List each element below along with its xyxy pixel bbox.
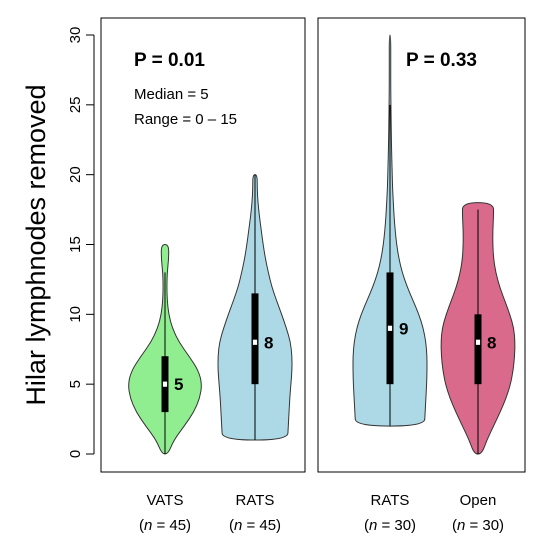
median-marker: [252, 338, 258, 346]
panel-frame: [317, 17, 526, 473]
median-marker: [387, 324, 393, 332]
p-value-label: P = 0.01: [134, 50, 205, 71]
x-category-label: RATS: [236, 492, 275, 509]
x-category-label: VATS: [147, 492, 184, 509]
median-value-label: 8: [264, 333, 273, 352]
p-value-label: P = 0.33: [406, 50, 477, 71]
y-axis: 0 5 10 15 20 25 30: [67, 27, 95, 458]
median-marker: [162, 380, 168, 388]
y-tick-label: 20: [67, 166, 84, 183]
y-tick-label: 5: [67, 380, 84, 388]
median-value-label: 8: [487, 333, 496, 352]
stat-label: Median = 5: [134, 86, 209, 103]
violin-vats: 5 VATS (n = 45): [128, 243, 202, 534]
y-tick-label: 30: [67, 27, 84, 44]
x-category-label: RATS: [371, 492, 410, 509]
iqr-box: [251, 293, 259, 385]
y-tick-label: 10: [67, 306, 84, 323]
x-sample-size-label: (n = 30): [364, 517, 416, 534]
median-value-label: 9: [399, 319, 408, 338]
x-sample-size-label: (n = 30): [452, 517, 504, 534]
y-tick-label: 25: [67, 96, 84, 113]
median-marker: [475, 338, 481, 346]
y-axis-label: Hilar lymphnodes removed: [21, 84, 51, 405]
x-sample-size-label: (n = 45): [139, 517, 191, 534]
panel-2: P = 0.33 9 RATS (n = 30) 8 Open (n = 30): [317, 17, 526, 534]
median-value-label: 5: [174, 375, 183, 394]
panel-1: P = 0.01 Median = 5 Range = 0 – 15 5 VATS (n …: [100, 17, 306, 534]
chart-panels: P = 0.01 Median = 5 Range = 0 – 15 5 VATS (n …: [100, 17, 526, 534]
violin-rats: 9 RATS (n = 30): [352, 34, 428, 534]
y-tick-label: 0: [67, 450, 84, 458]
x-sample-size-label: (n = 45): [229, 517, 281, 534]
x-category-label: Open: [460, 492, 497, 509]
violin-open: 8 Open (n = 30): [440, 202, 516, 534]
iqr-box: [474, 314, 482, 385]
y-tick-label: 15: [67, 236, 84, 253]
stat-label: Range = 0 – 15: [134, 111, 237, 128]
panel-frame: [100, 17, 306, 473]
violin-rats: 8 RATS (n = 45): [217, 174, 293, 534]
